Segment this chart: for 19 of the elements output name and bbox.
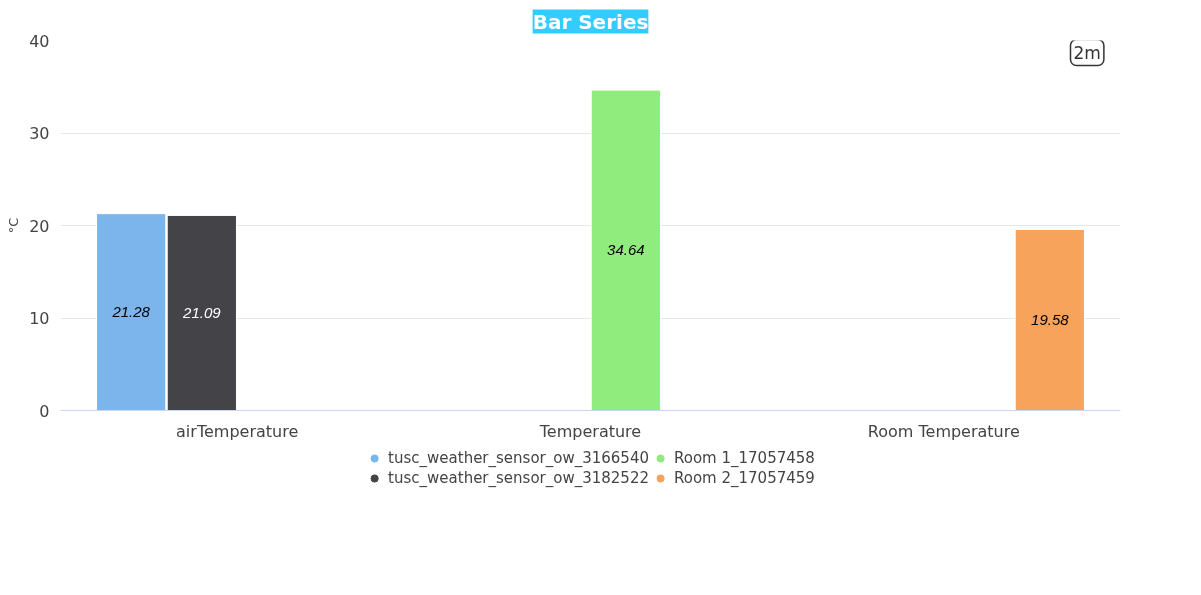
chart-title: Bar Series xyxy=(532,9,649,34)
y-tick-label: 20 xyxy=(29,216,50,236)
y-tick-label: 0 xyxy=(39,401,50,421)
data-label: 34.64 xyxy=(607,241,645,259)
x-tick-label: Room Temperature xyxy=(867,421,1020,441)
legend-label: tusc_weather_sensor_ow_3166540 xyxy=(388,449,650,467)
legend-label: Room 1_17057458 xyxy=(674,449,815,467)
y-tick-label: 10 xyxy=(29,309,50,328)
y-axis-title: °C xyxy=(6,217,22,234)
data-label: 19.58 xyxy=(1031,310,1070,328)
legend-label: tusc_weather_sensor_ow_3182522 xyxy=(388,469,650,487)
y-tick-label: 40 xyxy=(29,31,50,51)
annotation: 2m xyxy=(1073,42,1101,63)
legend-label: Room 2_17057459 xyxy=(674,469,815,487)
x-tick-label: airTemperature xyxy=(176,421,299,441)
data-label: 21.28 xyxy=(111,303,151,321)
x-tick-label: Temperature xyxy=(538,421,642,441)
y-tick-label: 30 xyxy=(29,124,50,143)
data-label: 21.09 xyxy=(182,303,222,321)
